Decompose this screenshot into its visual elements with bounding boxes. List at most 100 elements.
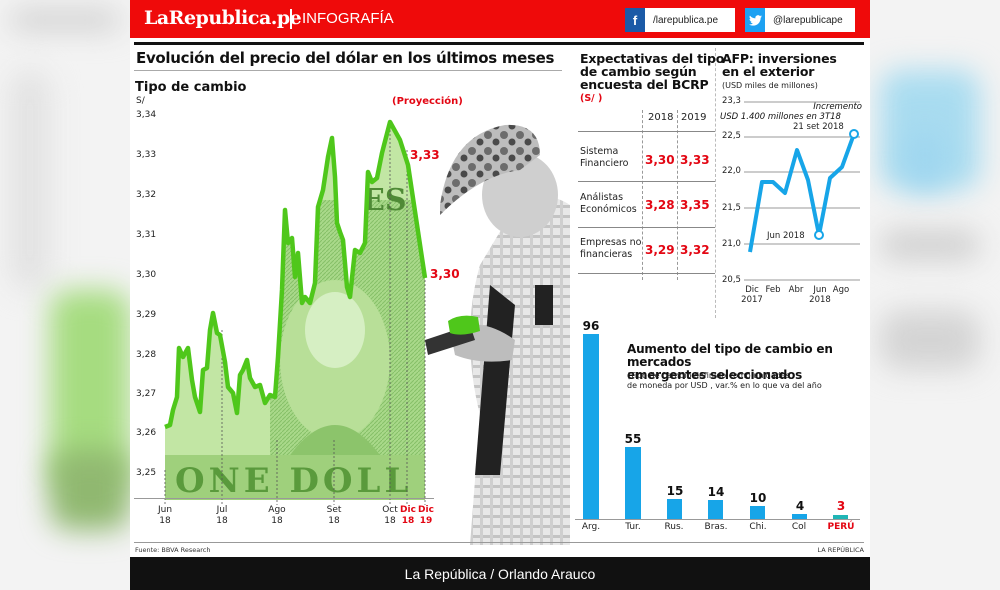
bar-label: Tur. [625,522,641,532]
facebook-link[interactable]: f /larepublica.pe [625,8,735,32]
bar-value: 4 [795,499,805,513]
afp-title: AFP: inversiones en el exterior [722,51,837,79]
x-tick: Dic 2017 [741,285,763,305]
column-divider [715,48,716,318]
y-tick: 3,26 [136,428,157,438]
x-tick: Jul 18 [216,505,228,526]
twitter-handle: @larepublicape [765,8,855,32]
row-label: Análistas Económicos [580,192,637,215]
table-col-divider [677,110,678,280]
y-tick: 21,0 [722,239,741,249]
bcrp-title: Expectativas del tipo de cambio según encu… [580,51,725,92]
bcrp-unit: (S/ ) [580,93,603,104]
col-header-2018: 2018 [648,112,674,123]
y-tick: 3,32 [136,190,157,200]
cell-value: 3,28 [645,198,675,212]
cell-value: 3,30 [645,153,675,167]
y-tick: 3,33 [136,150,157,160]
table-col-divider [642,110,643,280]
bar-label-peru: PERÚ [827,522,855,532]
y-tick: 3,34 [136,110,157,120]
bar-value: 15 [666,484,684,498]
y-tick: 23,3 [722,96,741,106]
cell-value: 3,29 [645,243,675,257]
y-tick: 3,31 [136,230,157,240]
y-axis-unit: S/ [136,96,145,106]
footer-rule [134,542,864,543]
x-tick: Jun 2018 [809,285,831,305]
y-tick: 21,5 [722,203,741,213]
credit-bar: La República / Orlando Arauco [130,557,870,590]
facebook-handle: /larepublica.pe [645,8,735,32]
brand-logo[interactable]: LaRepublica.pe [144,7,302,29]
bar-value: 96 [582,319,600,333]
header-bar: LaRepublica.pe INFOGRAFÍA f /larepublica… [130,0,870,38]
row-label: Empresas no financieras [580,237,642,260]
x-tick: Set 18 [326,505,342,526]
top-rule [134,42,864,45]
bar-label: Col [791,522,807,532]
bar-peru [833,515,848,519]
y-tick: 3,25 [136,468,157,478]
projection-label: (Proyección) [392,96,463,107]
credit-text: La República / Orlando Arauco [404,565,596,582]
y-tick: 22,5 [722,131,741,141]
bar-value: 10 [749,491,767,505]
afp-unit: (USD miles de millones) [722,81,818,90]
x-axis [134,498,434,499]
bar-label: Rus. [664,522,684,532]
man-with-phone-photo [425,124,570,545]
bar-tur [625,447,641,519]
x-tick: Abr [788,285,804,295]
brand-divider [290,9,292,29]
credit-small: LA REPÚBLICA [817,546,864,554]
emerging-note: (Tipo de cambio definido como unidades de… [627,371,822,390]
svg-text:ONE DOLL: ONE DOLL [175,461,412,501]
cell-value: 3,35 [680,198,710,212]
bar-label: Arg. [581,522,601,532]
bar-baseline [575,519,860,520]
value-label-dic19: 3,30 [430,267,460,281]
value-label-dic18: 3,33 [410,148,440,162]
y-tick: 20,5 [722,275,741,285]
x-tick: Ago [832,285,850,295]
title-divider [134,70,562,71]
bar-value: 55 [624,432,642,446]
x-tick: Ago 18 [268,505,286,526]
cell-value: 3,33 [680,153,710,167]
y-tick: 22,0 [722,166,741,176]
x-tick: Oct 18 [382,505,398,526]
bar-col [792,514,807,519]
bar-bras [708,500,723,519]
bar-chi [750,506,765,519]
chart-subtitle: Tipo de cambio [135,80,247,95]
cell-value: 3,32 [680,243,710,257]
twitter-link[interactable]: @larepublicape [745,8,855,32]
bar-value: 14 [707,485,725,499]
table-rule [578,131,715,132]
afp-line-plot [744,101,860,281]
source-note: Fuente: BBVA Research [135,546,211,554]
bar-value-peru: 3 [836,499,846,513]
y-tick: 3,29 [136,310,157,320]
table-rule [578,273,715,274]
section-label: INFOGRAFÍA [302,10,394,27]
marker-label-low: Jun 2018 [767,231,805,241]
x-tick-projection: Dic 18 [400,505,416,526]
y-tick: 3,27 [136,389,157,399]
x-tick: Jun 18 [157,505,173,526]
col-header-2019: 2019 [681,112,707,123]
exchange-rate-line [164,119,428,430]
x-tick: Feb [765,285,781,295]
afp-annotation: USD 1.400 millones en 3T18 [720,112,841,122]
bar-arg [583,334,599,519]
y-tick: 3,30 [136,270,157,280]
bar-rus [667,499,682,519]
table-rule [578,227,715,228]
facebook-icon: f [625,8,645,32]
marker-label-end: 21 set 2018 [793,122,844,132]
twitter-icon [745,8,765,32]
x-tick-projection: Dic 19 [418,505,434,526]
bar-label: Chi. [749,522,767,532]
dollar-line-chart: ONE DOLL ES [164,119,428,505]
